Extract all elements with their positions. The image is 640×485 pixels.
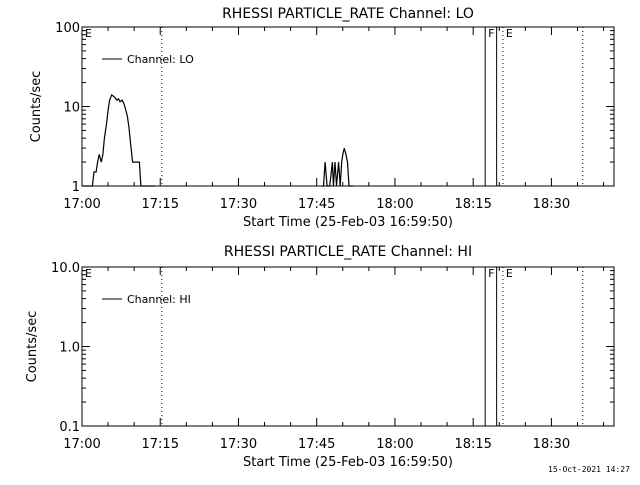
chart1-x-tick-label: 18:15 [454,197,491,212]
chart2-legend-label: Channel: HI [127,293,191,306]
chart2-marker-label: E [506,267,513,280]
chart1: RHESSI PARTICLE_RATE Channel: LO 17:00 17:… [29,6,615,230]
chart1-series-line [82,93,155,187]
chart2-x-axis-label: Start Time (25-Feb-03 16:59:50) [243,455,453,470]
chart2-y-tick-label: 10.0 [51,261,80,276]
chart2-y-tick-label: 1.0 [59,341,80,356]
chart2-x-tick-label: 18:15 [454,437,491,452]
chart1-marker-label: F [488,27,494,40]
chart1-y-axis-label: Counts/sec [29,71,44,143]
chart1-y-tick-label: 10 [63,101,80,116]
generation-timestamp: 15-Oct-2021 14:27 [548,465,630,474]
chart2-title: RHESSI PARTICLE_RATE Channel: HI [224,244,472,260]
chart1-x-tick-label: 17:45 [298,197,335,212]
chart1-x-tick-label: 18:30 [533,197,570,212]
chart1-title: RHESSI PARTICLE_RATE Channel: LO [222,6,474,22]
chart1-series-line [321,147,354,187]
chart1-x-axis-label: Start Time (25-Feb-03 16:59:50) [243,215,453,230]
chart2-x-tick-label: 17:00 [63,437,100,452]
chart2-x-tick-label: 18:00 [376,437,413,452]
chart1-x-tick-label: 18:00 [376,197,413,212]
chart1-legend: Channel: LO [102,53,194,66]
chart1-x-tick-label: 17:30 [220,197,257,212]
chart1-marker-label: E [85,27,92,40]
chart1-marker-label: E [506,27,513,40]
chart2-plot-frame [81,266,615,427]
chart1-x-tick-label: 17:00 [63,197,100,212]
chart2-y-axis-label: Counts/sec [25,311,40,383]
chart1-y-tick-label: 1 [72,180,80,195]
chart2-x-tick-label: 18:30 [533,437,570,452]
chart2-legend: Channel: HI [102,293,191,306]
chart2: RHESSI PARTICLE_RATE Channel: HI 17:00 17:… [25,244,615,470]
chart2-y-tick-label: 0.1 [59,420,80,435]
chart2-x-tick-label: 17:15 [142,437,179,452]
chart1-x-tick-label: 17:15 [142,197,179,212]
chart2-x-tick-label: 17:30 [220,437,257,452]
chart1-legend-label: Channel: LO [127,53,194,66]
chart2-marker-label: F [488,267,494,280]
chart2-marker-label: E [85,267,92,280]
chart1-y-tick-label: 100 [55,21,80,36]
chart2-x-tick-label: 17:45 [298,437,335,452]
